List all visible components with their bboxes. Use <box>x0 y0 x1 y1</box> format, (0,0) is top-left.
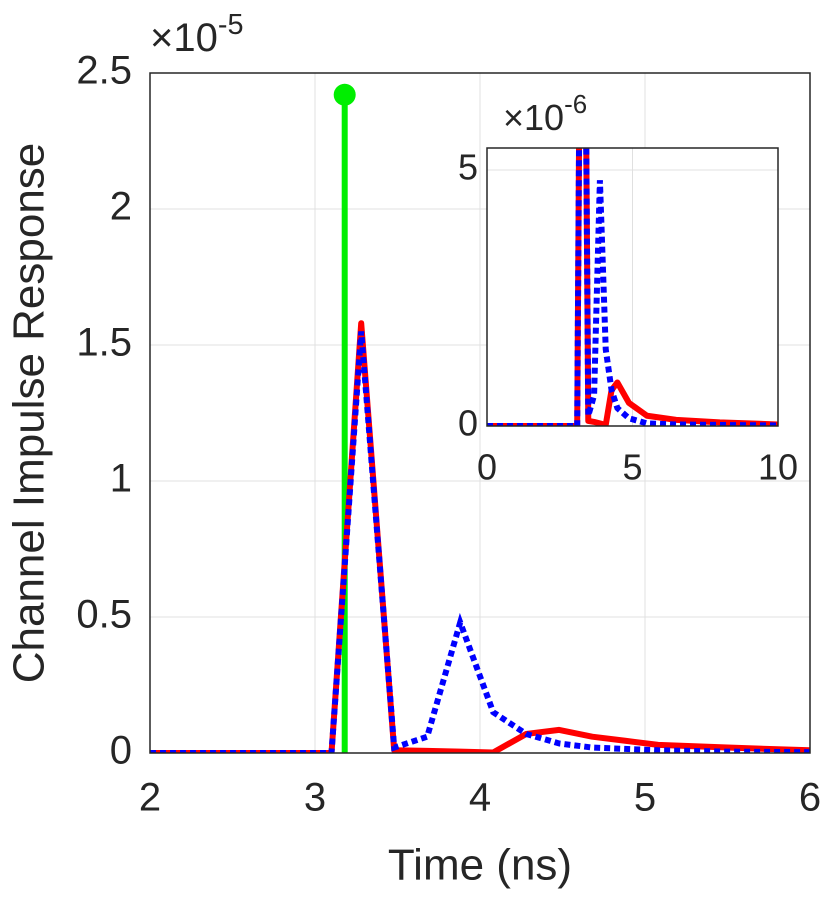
y-multiplier: ×10-5 <box>150 9 243 60</box>
y-multiplier: ×10-6 <box>503 91 587 138</box>
y-tick-label: 0.5 <box>76 593 132 637</box>
multiplier-base: ×10 <box>503 97 564 138</box>
axes-box <box>486 147 779 427</box>
y-tick-label: 1.5 <box>76 321 132 365</box>
x-tick-label: 10 <box>758 447 798 488</box>
multiplier-exponent: -6 <box>564 91 587 119</box>
series-line <box>150 331 810 753</box>
y-tick-label: 2.5 <box>76 49 132 93</box>
y-tick-label: 5 <box>458 147 478 188</box>
x-axis-label: Time (ns) <box>388 841 572 890</box>
x-tick-label: 6 <box>799 776 821 820</box>
x-tick-label: 0 <box>477 447 497 488</box>
x-tick-label: 2 <box>139 776 161 820</box>
series-line <box>150 320 810 753</box>
y-tick-label: 1 <box>110 457 132 501</box>
axes-box <box>149 72 811 754</box>
multiplier-exponent: -5 <box>218 9 244 41</box>
series-line <box>487 148 778 426</box>
y-tick-label: 0 <box>458 403 478 444</box>
series-group <box>150 83 810 753</box>
x-tick-label: 5 <box>622 447 642 488</box>
series-group <box>487 148 778 426</box>
y-tick-label: 0 <box>110 729 132 773</box>
y-axis-label: Channel Impulse Response <box>5 143 54 684</box>
series-line <box>487 148 778 426</box>
x-tick-label: 5 <box>634 776 656 820</box>
x-tick-label: 4 <box>469 776 491 820</box>
y-tick-label: 2 <box>110 185 132 229</box>
x-tick-label: 3 <box>304 776 326 820</box>
multiplier-base: ×10 <box>150 16 218 60</box>
stem-marker <box>333 83 356 106</box>
